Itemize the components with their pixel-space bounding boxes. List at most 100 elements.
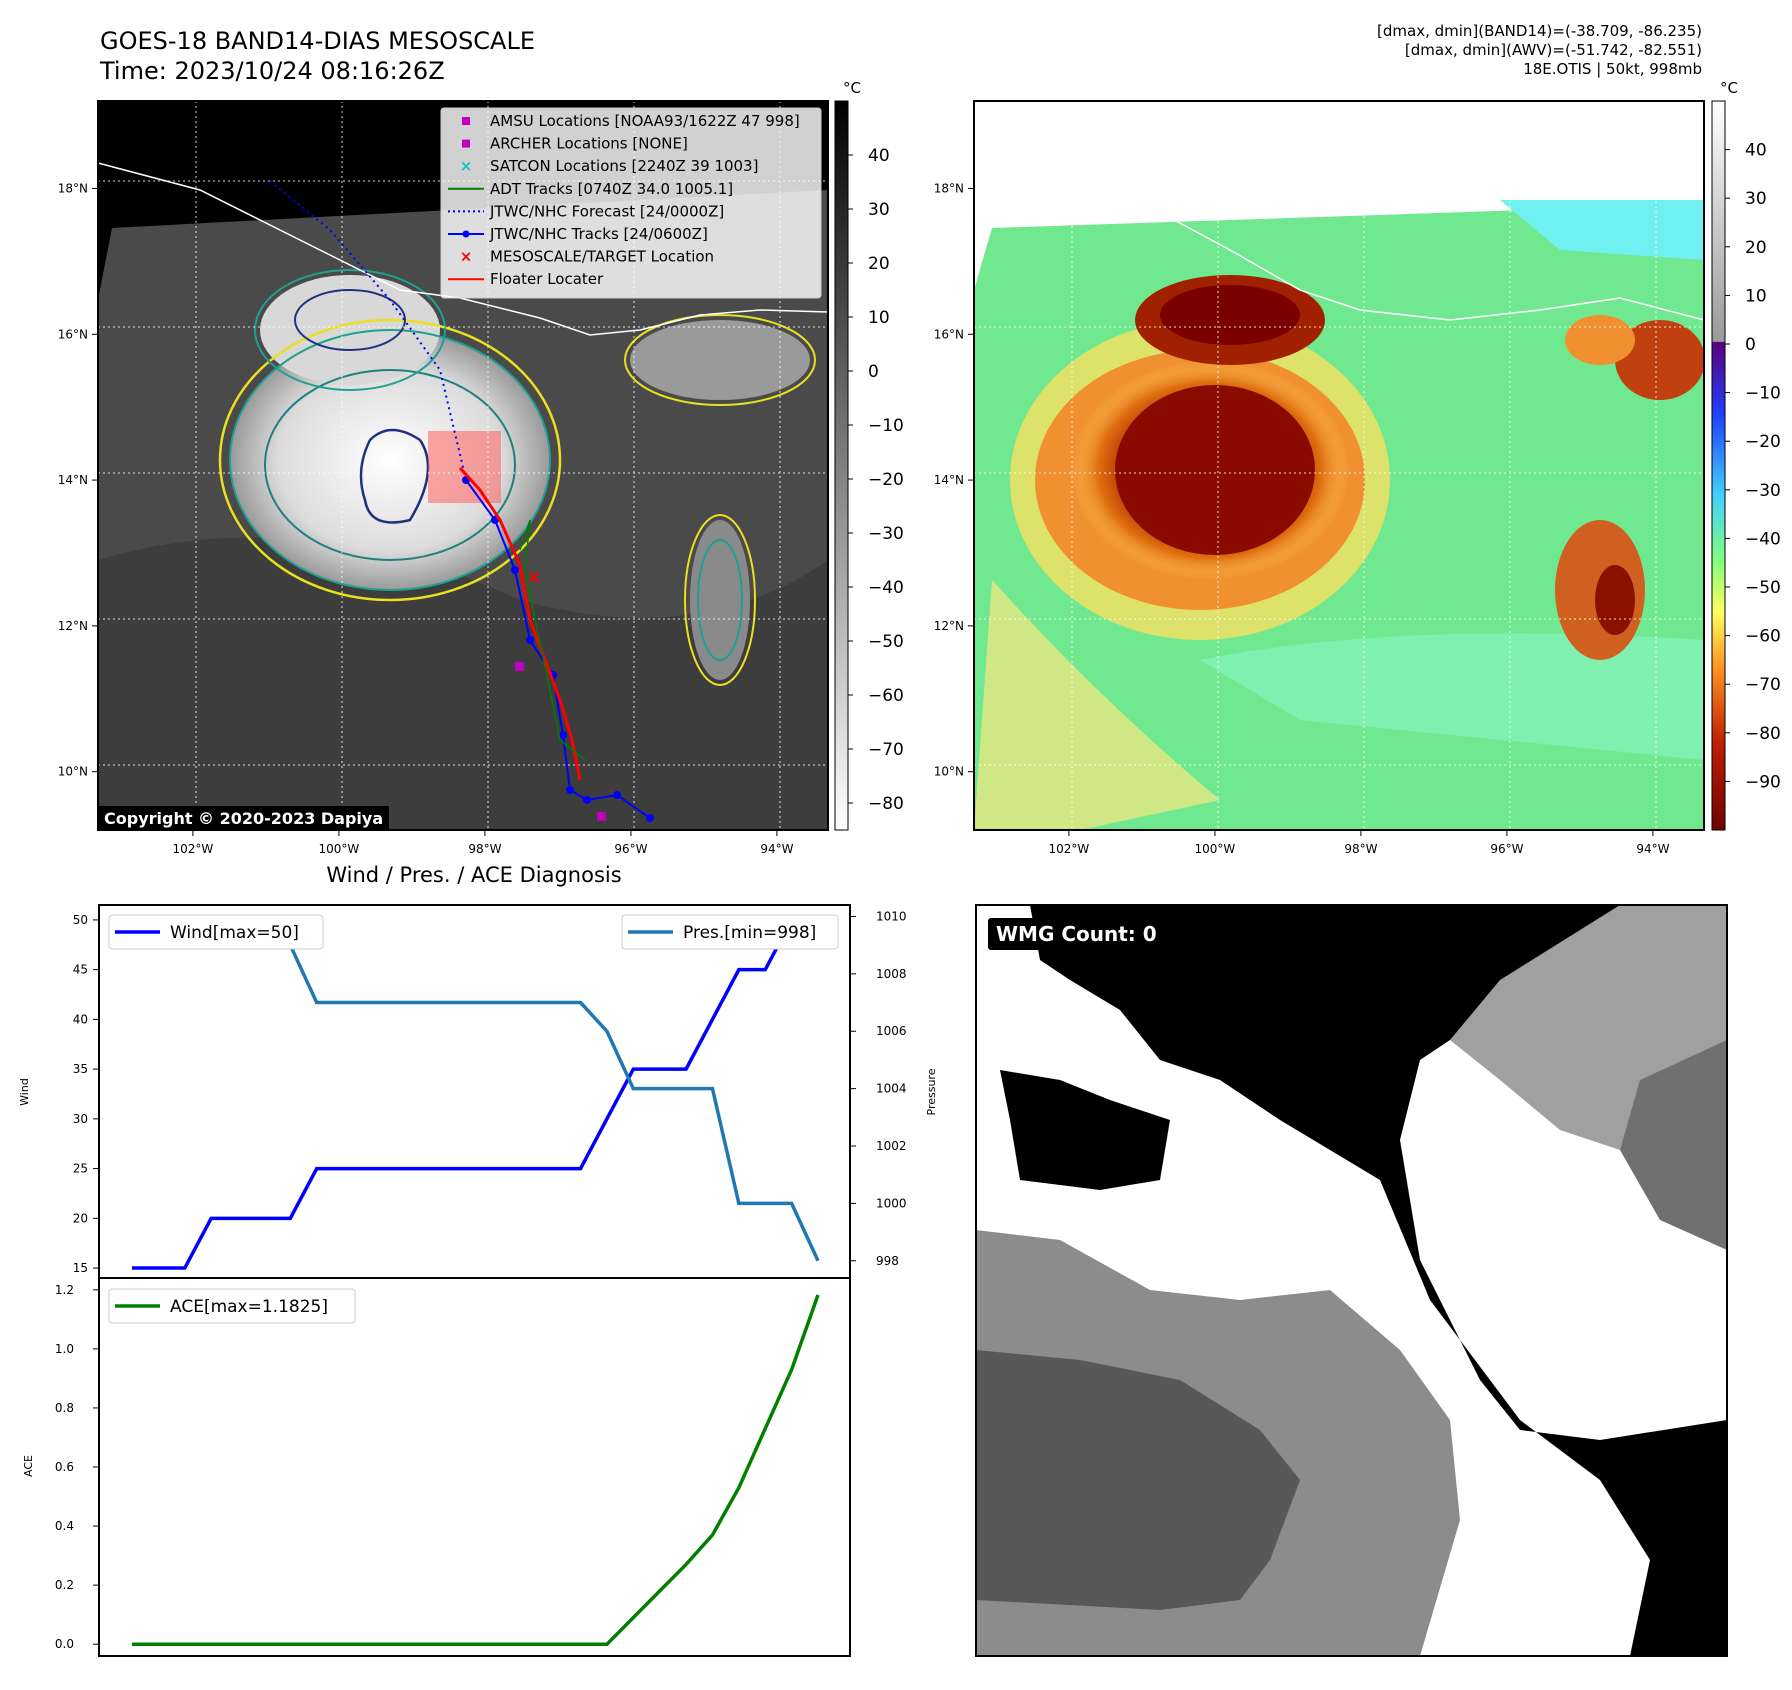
legend-marker-x: × xyxy=(460,248,473,266)
legend-marker-x: × xyxy=(460,157,473,175)
figure-title-line2: Time: 2023/10/24 08:16:26Z xyxy=(100,57,445,85)
figure-title-line1: GOES-18 BAND14-DIAS MESOSCALE xyxy=(100,27,536,55)
wind-pressure-panel: 15 20 25 30 35 40 45 50 998 1000 1002 1004 1006 1008… xyxy=(18,904,938,1279)
jtwc-track xyxy=(465,479,651,819)
lon-tick-label: 98°W xyxy=(1344,842,1377,856)
wind-tick-label: 15 xyxy=(73,1261,88,1275)
colorbar-tick-label: −80 xyxy=(868,794,904,814)
ace-tick-label: 0.6 xyxy=(55,1460,74,1474)
legend-marker-dot xyxy=(462,230,470,238)
info-line-band14: [dmax, dmin](BAND14)=(-38.709, -86.235) xyxy=(1377,22,1702,40)
lat-tick-label: 18°N xyxy=(58,181,88,195)
colorbar-tick-label: 40 xyxy=(1745,141,1767,161)
legend-label: SATCON Locations [2240Z 39 1003] xyxy=(490,157,758,175)
wind-tick-label: 40 xyxy=(73,1012,88,1026)
wind-legend-label: Wind[max=50] xyxy=(170,923,299,943)
colorbar-tick-label: −10 xyxy=(1745,384,1781,404)
legend-label: JTWC/NHC Forecast [24/0000Z] xyxy=(489,202,724,220)
legend-label: ADT Tracks [0740Z 34.0 1005.1] xyxy=(490,180,733,198)
diagnosis-title: Wind / Pres. / ACE Diagnosis xyxy=(326,863,621,887)
target-box xyxy=(428,431,501,503)
ace-series-line xyxy=(132,1294,820,1646)
lon-tick-label: 100°W xyxy=(319,842,360,856)
lon-tick-label: 102°W xyxy=(1049,842,1090,856)
pressure-tick-label: 1008 xyxy=(876,967,907,981)
wind-tick-label: 50 xyxy=(73,913,88,927)
adt-track xyxy=(519,519,586,761)
legend-label: JTWC/NHC Tracks [24/0600Z] xyxy=(489,225,708,243)
legend-item: × SATCON Locations [2240Z 39 1003] xyxy=(460,157,759,175)
colorbar-tick-label: −50 xyxy=(1745,578,1781,598)
colorbar-unit: °C xyxy=(1720,79,1738,97)
colorbar-tick-label: −30 xyxy=(868,524,904,544)
legend-label: Floater Locater xyxy=(490,270,604,288)
lat-tick-label: 16°N xyxy=(58,327,88,341)
amsu-marker xyxy=(515,662,524,671)
lat-tick-label: 18°N xyxy=(934,181,964,195)
lat-tick-label: 12°N xyxy=(58,619,88,633)
colorbar-unit: °C xyxy=(843,79,861,97)
colorbar-tick-label: −60 xyxy=(1745,627,1781,647)
ace-tick-label: 0.0 xyxy=(55,1637,74,1651)
legend-item: ARCHER Locations [NONE] xyxy=(462,135,688,153)
colorbar-tick-label: −60 xyxy=(868,686,904,706)
wind-tick-label: 35 xyxy=(73,1062,88,1076)
ace-tick-label: 0.4 xyxy=(55,1519,74,1533)
figure-title: GOES-18 BAND14-DIAS MESOSCALE Time: 2023… xyxy=(100,26,535,86)
colorbar-tick-label: 10 xyxy=(868,308,890,328)
colorbar-tick-label: −80 xyxy=(1745,724,1781,744)
colorbar-tick-label: −30 xyxy=(1745,481,1781,501)
colorbar-tick-label: −70 xyxy=(868,740,904,760)
lat-tick-label: 14°N xyxy=(58,473,88,487)
pressure-tick-label: 1002 xyxy=(876,1139,907,1153)
awv-map-panel xyxy=(973,100,1705,831)
colorbar-tick-label: 0 xyxy=(868,362,879,382)
ace-tick-label: 1.0 xyxy=(55,1342,74,1356)
legend-item: Floater Locater xyxy=(448,270,604,288)
lon-tick-label: 100°W xyxy=(1195,842,1236,856)
lon-tick-label: 94°W xyxy=(760,842,793,856)
legend-item: ADT Tracks [0740Z 34.0 1005.1] xyxy=(448,180,733,198)
lat-tick-label: 10°N xyxy=(934,765,964,779)
colorbar-tick-label: −20 xyxy=(1745,432,1781,452)
wind-series-line xyxy=(132,918,818,1270)
band14-map-panel: × xyxy=(97,100,829,831)
storm-cloud-shield xyxy=(230,330,550,590)
coastline xyxy=(98,162,828,336)
colorbar-tick-label: −70 xyxy=(1745,675,1781,695)
ace-panel: 0.0 0.2 0.4 0.6 0.8 1.0 1.2 ACE ACE[max=1.1825… xyxy=(22,1277,851,1657)
lon-tick-label: 96°W xyxy=(614,842,647,856)
lon-tick-label: 102°W xyxy=(173,842,214,856)
lon-tick-label: 94°W xyxy=(1636,842,1669,856)
colorbar-tick-label: 30 xyxy=(868,200,890,220)
wind-tick-label: 20 xyxy=(73,1211,88,1225)
lat-tick-label: 12°N xyxy=(934,619,964,633)
awv-colorbar: °C 40 30 20 10 0 −10 −20 −30 −40 −50 −60 −70 −80 −90 xyxy=(1711,79,1781,831)
info-line-awv: [dmax, dmin](AWV)=(-51.742, -82.551) xyxy=(1404,41,1702,59)
pressure-tick-label: 1004 xyxy=(876,1082,907,1096)
floater-track xyxy=(458,466,582,781)
figure-info: [dmax, dmin](BAND14)=(-38.709, -86.235) … xyxy=(1377,22,1702,79)
colorbar-tick-label: 20 xyxy=(1745,238,1767,258)
forecast-track xyxy=(269,180,467,481)
colorbar-tick-label: −20 xyxy=(868,470,904,490)
pressure-tick-label: 998 xyxy=(876,1254,899,1268)
lon-tick-label: 96°W xyxy=(1490,842,1523,856)
pressure-legend-label: Pres.[min=998] xyxy=(683,923,816,943)
target-marker: × xyxy=(526,567,541,588)
band14-colorbar: °C 40 30 20 10 0 −10 −20 −30 −40 −50 −60 −70 −80 xyxy=(834,79,904,831)
info-line-storm: 18E.OTIS | 50kt, 998mb xyxy=(1523,60,1702,78)
ace-tick-label: 0.8 xyxy=(55,1401,74,1415)
legend-item: × MESOSCALE/TARGET Location xyxy=(460,248,714,266)
colorbar-tick-label: 30 xyxy=(1745,189,1767,209)
colorbar-tick-label: −10 xyxy=(868,416,904,436)
colorbar-tick-label: 10 xyxy=(1745,286,1767,306)
legend-label: MESOSCALE/TARGET Location xyxy=(490,248,714,266)
colorbar-tick-label: −40 xyxy=(868,578,904,598)
colorbar-tick-label: −50 xyxy=(868,632,904,652)
wmg-count-badge: WMG Count: 0 xyxy=(988,918,1165,950)
ace-legend-label: ACE[max=1.1825] xyxy=(170,1297,328,1317)
pressure-tick-label: 1010 xyxy=(876,909,907,923)
lon-tick-label: 98°W xyxy=(468,842,501,856)
colorbar-tick-label: 0 xyxy=(1745,335,1756,355)
